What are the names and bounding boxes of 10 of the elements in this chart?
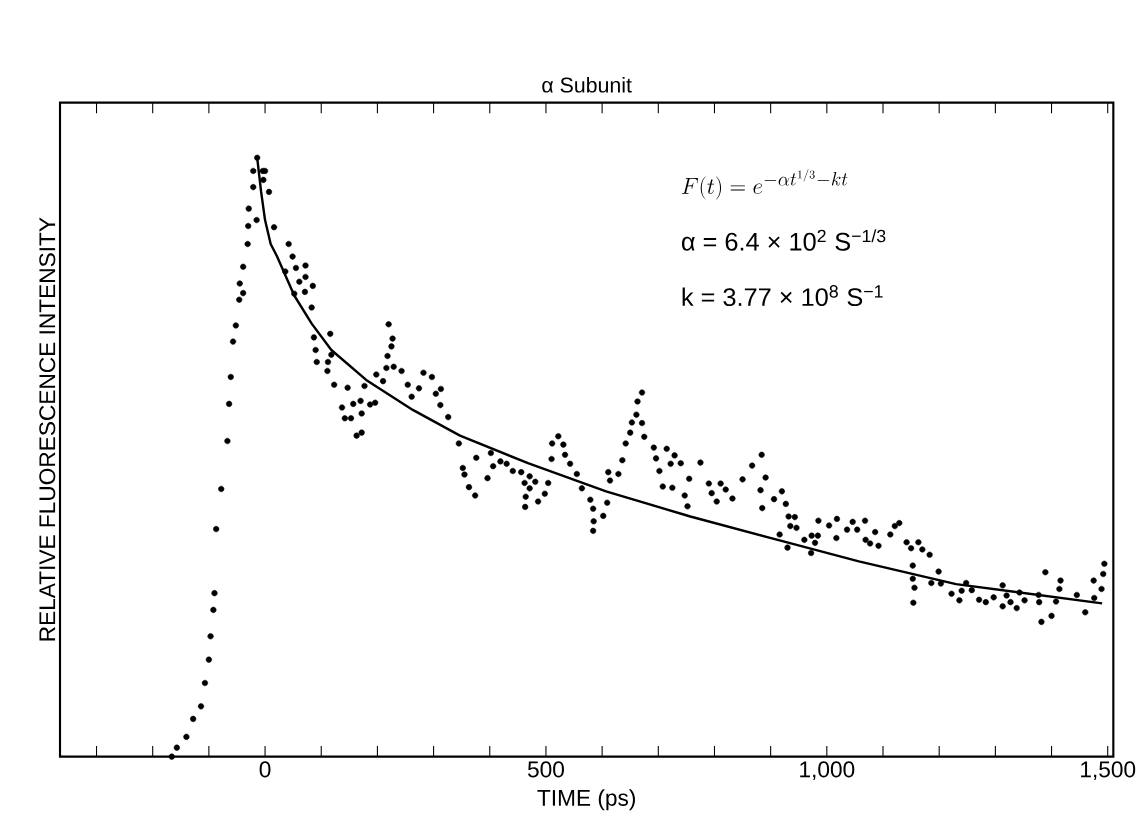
x-tick-label: 1,000 — [800, 761, 855, 781]
y-axis-title: RELATIVE FLUORESCENCE INTENSITY — [39, 217, 56, 641]
x-tick-label: 500 — [527, 761, 564, 778]
x-tick-label: 0 — [259, 761, 271, 778]
chart-title: α Subunit — [542, 76, 632, 93]
annotation: k = 3.77 × 10$^{8}$ S$^{−1}$ — [682, 285, 883, 307]
x-tick-label: 1,500 — [1081, 761, 1136, 781]
annotation: α = 6.4 × 10$^{2}$ S$^{−1/3}$ — [681, 229, 886, 251]
annotation: $F(t)=e^{-\alpha t^{1/3}-kt}$ — [681, 169, 848, 200]
x-axis-title: TIME (ps) — [537, 789, 635, 811]
